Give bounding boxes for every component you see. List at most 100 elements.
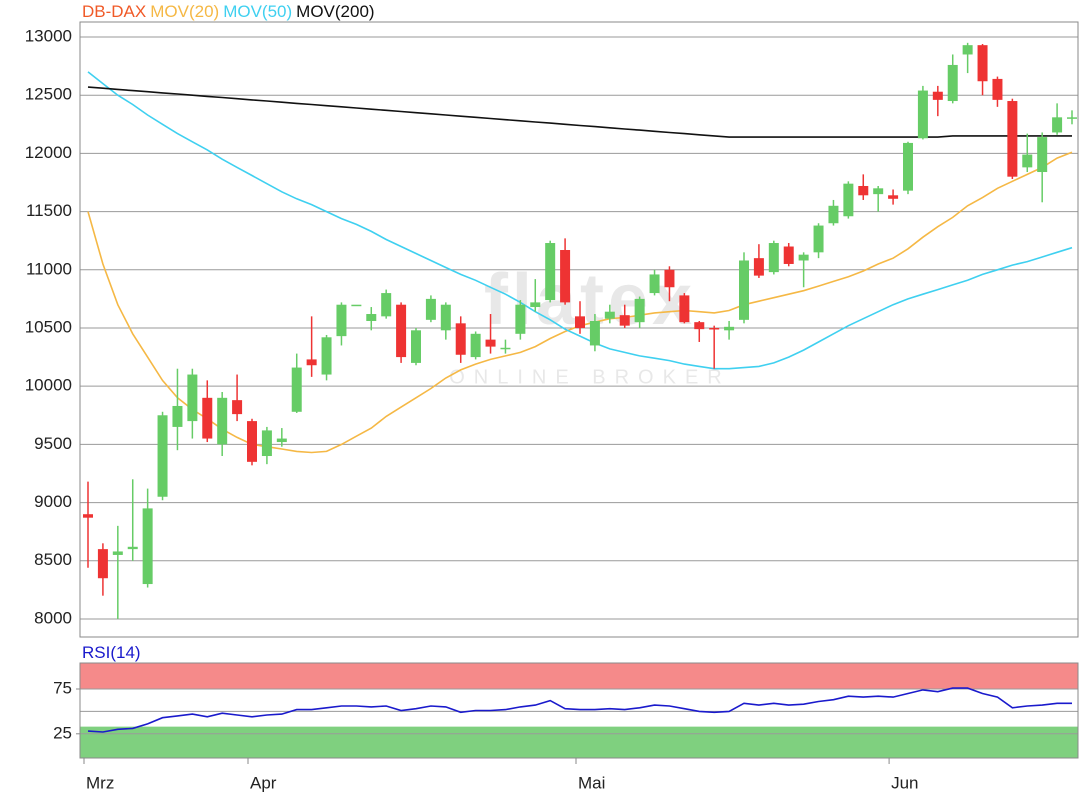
candle-body: [694, 322, 705, 330]
candle-body: [917, 90, 928, 139]
x-tick-label: Mai: [578, 773, 605, 792]
candle-body: [366, 314, 377, 322]
y-tick-label: 12000: [25, 143, 72, 162]
rsi-label: RSI(14): [82, 643, 141, 662]
candle-body: [97, 549, 108, 579]
candle-body: [336, 304, 347, 337]
legend-entry: MOV(20): [150, 2, 219, 21]
candle-body: [575, 316, 585, 328]
y-tick-label: 12500: [25, 85, 72, 104]
y-tick-label: 9500: [34, 434, 72, 453]
candle-body: [217, 397, 228, 445]
candle-body: [798, 254, 809, 261]
y-tick-label: 8000: [34, 608, 72, 627]
candle-body: [321, 337, 332, 375]
x-tick-label: Apr: [250, 773, 277, 792]
candle-body: [724, 326, 735, 331]
candle-body: [1067, 117, 1077, 119]
candle-body: [455, 323, 466, 355]
candle-body: [768, 243, 779, 273]
candle-body: [381, 293, 392, 317]
candle-body: [440, 304, 451, 331]
y-tick-label: 75: [53, 678, 72, 697]
y-tick-label: 25: [53, 723, 72, 742]
candle-body: [1052, 117, 1063, 133]
candle-body: [903, 142, 913, 191]
candle-body: [962, 45, 973, 55]
candle-body: [977, 45, 988, 82]
legend-entry: DB-DAX: [82, 2, 146, 21]
candle-body: [530, 302, 541, 308]
candle-body: [247, 421, 257, 462]
candle-body: [619, 315, 630, 326]
rsi-frame: [79, 662, 1079, 759]
candle-body: [291, 367, 302, 412]
candle-body: [932, 91, 943, 100]
legend: DB-DAX MOV(20) MOV(50) MOV(200): [82, 2, 375, 21]
candle-body: [306, 359, 317, 366]
candle-body: [560, 250, 571, 303]
candle-body: [1022, 154, 1033, 168]
y-tick-label: 8500: [34, 550, 72, 569]
candle-body: [873, 188, 884, 195]
candle-body: [843, 183, 854, 217]
watermark-tagline: ONLINE BROKER: [449, 366, 730, 388]
candle-body: [604, 311, 615, 319]
y-tick-label: 10000: [25, 376, 72, 395]
candle-body: [411, 330, 421, 363]
candle-body: [202, 397, 213, 439]
legend-entry: RSI(14): [82, 643, 141, 662]
candle-body: [142, 508, 153, 585]
legend-entry: MOV(200): [296, 2, 374, 21]
y-tick-label: 11500: [26, 201, 72, 220]
candle-body: [500, 347, 511, 350]
candle-body: [545, 243, 556, 301]
candle-body: [753, 258, 764, 276]
candle-body: [679, 295, 690, 323]
candle-body: [1007, 101, 1018, 177]
candle-body: [634, 298, 645, 323]
y-tick-label: 10500: [25, 317, 72, 336]
candle-body: [1037, 137, 1048, 173]
line-series: [87, 687, 1072, 733]
candle-body: [947, 64, 958, 102]
candle-body: [83, 514, 93, 518]
candle-body: [589, 321, 600, 346]
plot-frame: [79, 21, 1079, 638]
legend-entry: MOV(50): [223, 2, 292, 21]
candle-body: [664, 269, 675, 288]
rsi-zone: [80, 663, 1078, 689]
y-tick-label: 9000: [34, 492, 72, 511]
y-tick-label: 11000: [26, 259, 72, 278]
candle-body: [858, 185, 869, 196]
candle-body: [425, 298, 436, 320]
candle-body: [709, 327, 720, 330]
candle-body: [276, 438, 287, 443]
candle-body: [649, 274, 660, 294]
candle-body: [783, 246, 794, 264]
candle-body: [157, 415, 168, 497]
candle-body: [992, 78, 1003, 100]
rsi-zone: [80, 726, 1078, 758]
candle-body: [485, 339, 496, 347]
candle-body: [888, 195, 899, 199]
y-tick-label: 13000: [25, 26, 72, 45]
candle-body: [396, 304, 407, 358]
line-series: [87, 71, 1073, 370]
candle-body: [351, 304, 362, 307]
candle-body: [813, 225, 824, 253]
candle-body: [232, 400, 243, 415]
candle-body: [172, 405, 183, 427]
candle-body: [828, 205, 839, 224]
candle-body: [470, 333, 481, 358]
x-tick-label: Mrz: [86, 773, 114, 792]
candle-body: [261, 430, 272, 457]
line-series: [87, 86, 1072, 138]
candle-body: [127, 546, 138, 550]
candle-body: [112, 551, 123, 555]
x-tick-label: Jun: [891, 773, 918, 792]
candle-body: [187, 374, 198, 422]
candle-body: [739, 260, 749, 320]
candle-body: [515, 304, 526, 334]
